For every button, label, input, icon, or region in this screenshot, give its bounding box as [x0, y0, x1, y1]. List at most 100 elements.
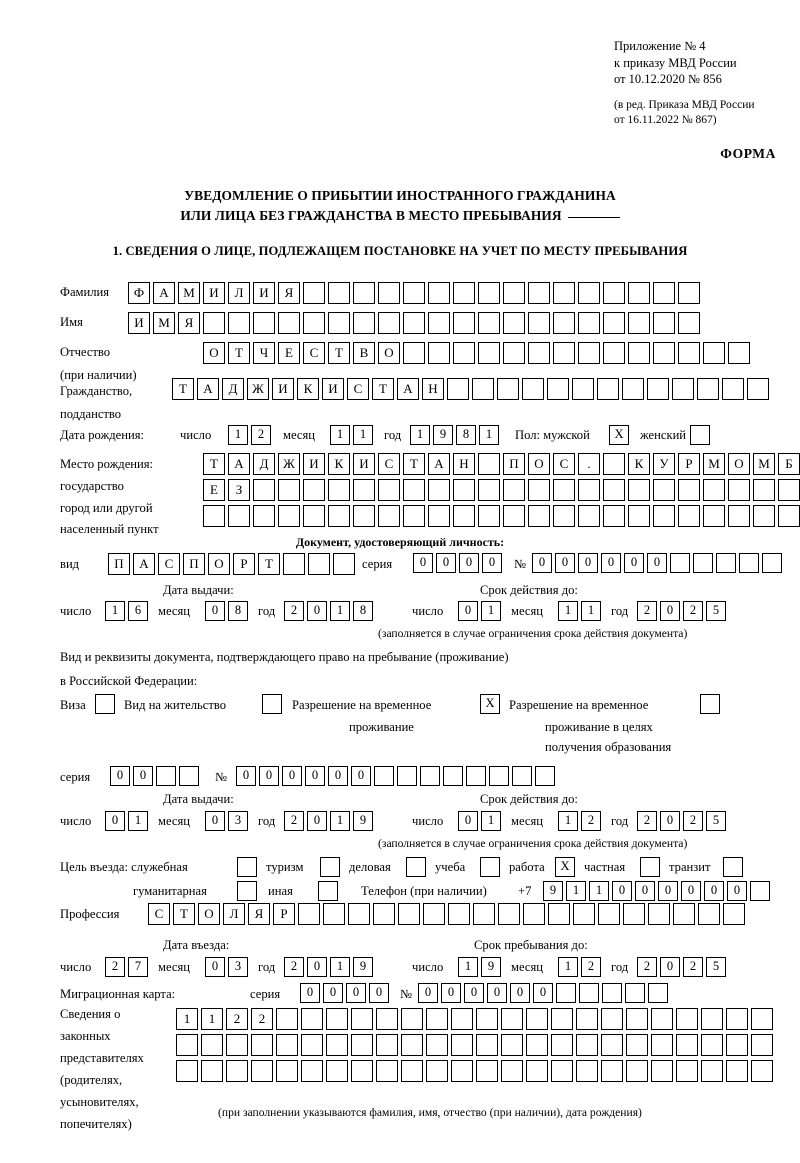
- char-cell[interactable]: [528, 505, 550, 527]
- char-cell[interactable]: [503, 312, 525, 334]
- char-cell[interactable]: X: [609, 425, 629, 445]
- char-cell[interactable]: 1: [105, 601, 125, 621]
- char-cell[interactable]: [503, 282, 525, 304]
- char-cell[interactable]: [378, 479, 400, 501]
- char-cell[interactable]: [753, 479, 775, 501]
- char-cell[interactable]: [237, 881, 257, 901]
- char-cell[interactable]: 2: [683, 957, 703, 977]
- char-cell[interactable]: [628, 505, 650, 527]
- residence-permit-checkbox[interactable]: [262, 694, 282, 714]
- char-cell[interactable]: П: [183, 553, 205, 575]
- char-cell[interactable]: 0: [555, 553, 575, 573]
- char-cell[interactable]: Ж: [247, 378, 269, 400]
- char-cell[interactable]: [283, 553, 305, 575]
- char-cell[interactable]: [726, 1060, 748, 1082]
- char-cell[interactable]: П: [108, 553, 130, 575]
- char-cell[interactable]: [701, 1008, 723, 1030]
- char-cell[interactable]: 1: [176, 1008, 198, 1030]
- char-cell[interactable]: А: [228, 453, 250, 475]
- char-cell[interactable]: [676, 1008, 698, 1030]
- char-cell[interactable]: [476, 1060, 498, 1082]
- char-cell[interactable]: 0: [346, 983, 366, 1003]
- char-cell[interactable]: [378, 312, 400, 334]
- char-cell[interactable]: А: [153, 282, 175, 304]
- char-cell[interactable]: [698, 903, 720, 925]
- char-cell[interactable]: [203, 505, 225, 527]
- char-cell[interactable]: [601, 1060, 623, 1082]
- char-cell[interactable]: И: [353, 453, 375, 475]
- char-cell[interactable]: 0: [658, 881, 678, 901]
- char-cell[interactable]: [453, 479, 475, 501]
- char-cell[interactable]: [403, 312, 425, 334]
- char-cell[interactable]: 0: [660, 811, 680, 831]
- char-cell[interactable]: [556, 983, 576, 1003]
- char-cell[interactable]: [551, 1060, 573, 1082]
- char-cell[interactable]: [578, 312, 600, 334]
- char-cell[interactable]: [548, 903, 570, 925]
- char-cell[interactable]: [523, 903, 545, 925]
- char-cell[interactable]: 8: [228, 601, 248, 621]
- char-cell[interactable]: [501, 1060, 523, 1082]
- char-cell[interactable]: [326, 1034, 348, 1056]
- char-cell[interactable]: [553, 479, 575, 501]
- char-cell[interactable]: [447, 378, 469, 400]
- char-cell[interactable]: [453, 282, 475, 304]
- char-cell[interactable]: [672, 378, 694, 400]
- char-cell[interactable]: [353, 312, 375, 334]
- char-cell[interactable]: [750, 881, 770, 901]
- char-cell[interactable]: И: [128, 312, 150, 334]
- char-cell[interactable]: [253, 479, 275, 501]
- char-cell[interactable]: [703, 342, 725, 364]
- char-cell[interactable]: 0: [458, 811, 478, 831]
- char-cell[interactable]: [237, 857, 257, 877]
- char-cell[interactable]: С: [148, 903, 170, 925]
- char-cell[interactable]: С: [378, 453, 400, 475]
- char-cell[interactable]: [478, 342, 500, 364]
- char-cell[interactable]: 2: [683, 811, 703, 831]
- char-cell[interactable]: 1: [558, 811, 578, 831]
- char-cell[interactable]: [472, 378, 494, 400]
- char-cell[interactable]: М: [153, 312, 175, 334]
- char-cell[interactable]: 8: [353, 601, 373, 621]
- char-cell[interactable]: [547, 378, 569, 400]
- char-cell[interactable]: 0: [704, 881, 724, 901]
- char-cell[interactable]: 1: [581, 601, 601, 621]
- char-cell[interactable]: [403, 479, 425, 501]
- char-cell[interactable]: Б: [778, 453, 800, 475]
- char-cell[interactable]: [320, 857, 340, 877]
- char-cell[interactable]: [601, 1008, 623, 1030]
- char-cell[interactable]: [203, 312, 225, 334]
- char-cell[interactable]: А: [428, 453, 450, 475]
- char-cell[interactable]: 1: [558, 601, 578, 621]
- char-cell[interactable]: 2: [683, 601, 703, 621]
- char-cell[interactable]: [406, 857, 426, 877]
- char-cell[interactable]: [678, 342, 700, 364]
- char-cell[interactable]: 0: [205, 957, 225, 977]
- char-cell[interactable]: 0: [205, 811, 225, 831]
- char-cell[interactable]: [278, 479, 300, 501]
- char-cell[interactable]: Ф: [128, 282, 150, 304]
- char-cell[interactable]: 0: [624, 553, 644, 573]
- char-cell[interactable]: Д: [222, 378, 244, 400]
- char-cell[interactable]: О: [203, 342, 225, 364]
- char-cell[interactable]: И: [253, 282, 275, 304]
- char-cell[interactable]: [303, 505, 325, 527]
- char-cell[interactable]: [678, 479, 700, 501]
- char-cell[interactable]: [579, 983, 599, 1003]
- temp-edu-checkbox[interactable]: [700, 694, 720, 714]
- char-cell[interactable]: [176, 1060, 198, 1082]
- char-cell[interactable]: [401, 1034, 423, 1056]
- char-cell[interactable]: [628, 282, 650, 304]
- char-cell[interactable]: [251, 1034, 273, 1056]
- char-cell[interactable]: 9: [353, 957, 373, 977]
- char-cell[interactable]: 0: [510, 983, 530, 1003]
